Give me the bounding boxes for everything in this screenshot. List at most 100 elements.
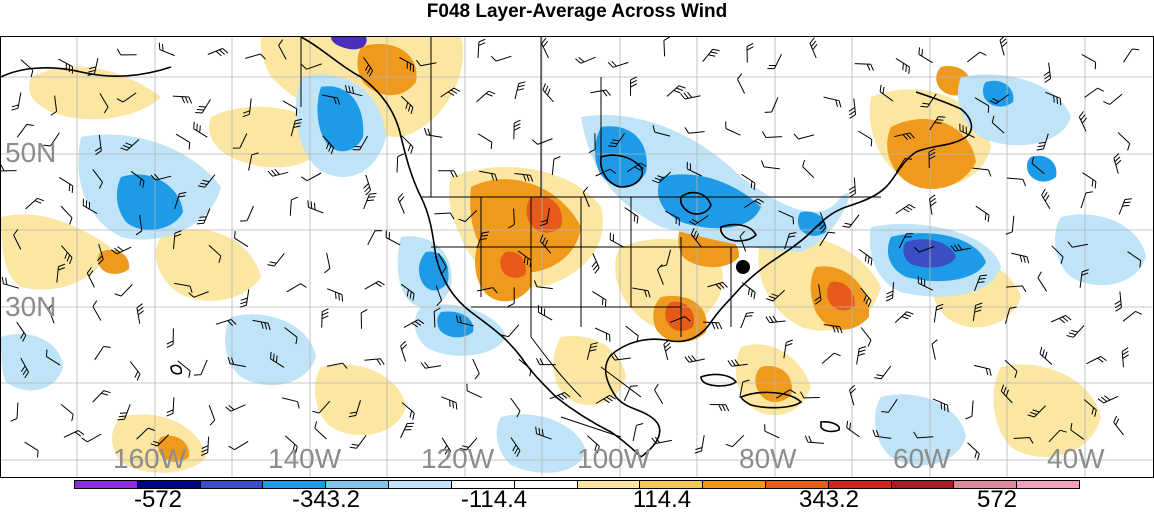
wind-barb <box>761 160 780 170</box>
colorbar-segment <box>639 481 703 488</box>
colorbar-segment <box>75 481 137 488</box>
wind-barb <box>94 134 102 156</box>
wind-barb <box>401 135 414 154</box>
wind-barb <box>434 212 455 220</box>
coastlines <box>1 37 973 458</box>
wind-barb <box>116 92 137 103</box>
wind-barb <box>913 431 934 439</box>
wind-barb <box>321 308 329 328</box>
wind-barb <box>857 130 873 147</box>
lon-label-120w: 120W <box>421 443 495 474</box>
wind-barb <box>931 339 938 360</box>
wind-barb <box>651 436 672 444</box>
colorbar-segment <box>388 481 451 488</box>
colorbar-segment <box>199 481 263 488</box>
wind-barb <box>1031 156 1045 175</box>
wind-barb <box>895 57 910 74</box>
wind-barb <box>239 289 250 308</box>
contour-extreme-positive <box>526 196 562 233</box>
colorbar-segment <box>702 481 765 488</box>
wind-barb <box>1082 172 1097 189</box>
wind-barb <box>654 383 664 404</box>
wind-barb <box>929 194 937 215</box>
wind-barb <box>1036 133 1049 151</box>
contour-positive <box>315 364 406 436</box>
wind-barb <box>1114 291 1122 312</box>
contour-positive <box>553 336 626 406</box>
wind-barb <box>991 115 1005 134</box>
wind-barb <box>858 248 873 266</box>
wind-barb <box>592 290 607 307</box>
wind-barb <box>312 400 331 414</box>
wind-barb <box>282 100 298 116</box>
wind-barb <box>455 315 474 327</box>
wind-barb <box>1122 310 1143 322</box>
wind-barb <box>270 351 285 368</box>
contour-strong-positive <box>157 435 190 462</box>
wind-barb <box>363 174 372 196</box>
colorbar-tick-label: -572 <box>133 486 183 513</box>
wind-barb <box>1045 91 1062 106</box>
wind-barb <box>881 398 898 413</box>
wind-barb <box>595 394 616 404</box>
wind-barb <box>60 245 73 265</box>
wind-barb <box>665 210 680 226</box>
lon-label-140w: 140W <box>268 443 342 474</box>
wind-barb <box>510 437 521 458</box>
wind-barb <box>400 283 415 301</box>
wind-barb <box>623 385 638 402</box>
wind-barb <box>856 346 867 365</box>
wind-barb <box>459 437 478 451</box>
wind-barb <box>458 210 478 222</box>
wind-barb <box>92 169 103 189</box>
wind-barb <box>1084 87 1105 98</box>
wind-barb <box>245 53 266 60</box>
contour-positive <box>993 364 1101 457</box>
wind-barb <box>848 177 856 198</box>
wind-barb <box>1097 395 1119 404</box>
wind-barb <box>894 311 914 323</box>
wind-barb <box>24 441 39 458</box>
wind-barb <box>63 430 85 438</box>
contour-negative <box>1 333 63 391</box>
wind-barb <box>193 359 208 376</box>
wind-barb <box>542 83 554 103</box>
wind-barb <box>466 383 482 399</box>
wind-barb <box>326 288 344 302</box>
wind-barb <box>967 442 980 461</box>
contour-extreme-positive <box>500 251 526 278</box>
wind-barb <box>535 426 552 440</box>
wind-barb <box>533 280 553 290</box>
wind-barb <box>849 384 856 406</box>
wind-barb <box>632 423 644 442</box>
wind-barb <box>20 59 34 78</box>
wind-barb <box>267 168 289 177</box>
wind-barb <box>894 132 915 141</box>
wind-barb <box>196 208 211 225</box>
lon-label-160w: 160W <box>113 443 187 474</box>
wind-barb <box>396 153 405 173</box>
wind-barb <box>999 37 1008 56</box>
wind-barb <box>764 424 780 439</box>
wind-barb <box>1121 347 1129 368</box>
wind-barb <box>860 287 872 307</box>
wind-barb <box>13 229 22 250</box>
wind-barb <box>652 171 672 184</box>
colorbar-segment <box>576 481 640 488</box>
wind-barb <box>441 437 451 458</box>
wind-barb <box>741 173 756 191</box>
wind-barb <box>314 421 327 440</box>
wind-barb <box>590 89 611 97</box>
wind-barb <box>135 214 143 236</box>
wind-barb <box>513 119 521 140</box>
wind-barb <box>400 422 415 439</box>
wind-barb <box>514 173 534 182</box>
wind-barb <box>702 48 720 63</box>
wind-barb <box>739 230 747 252</box>
wind-barb <box>742 282 756 300</box>
wind-barb <box>842 214 860 228</box>
wind-barb <box>367 230 383 246</box>
extreme-positive-anomaly-contours <box>500 196 855 331</box>
wind-barb <box>767 53 782 70</box>
lat-label-50n: 50N <box>5 137 57 168</box>
